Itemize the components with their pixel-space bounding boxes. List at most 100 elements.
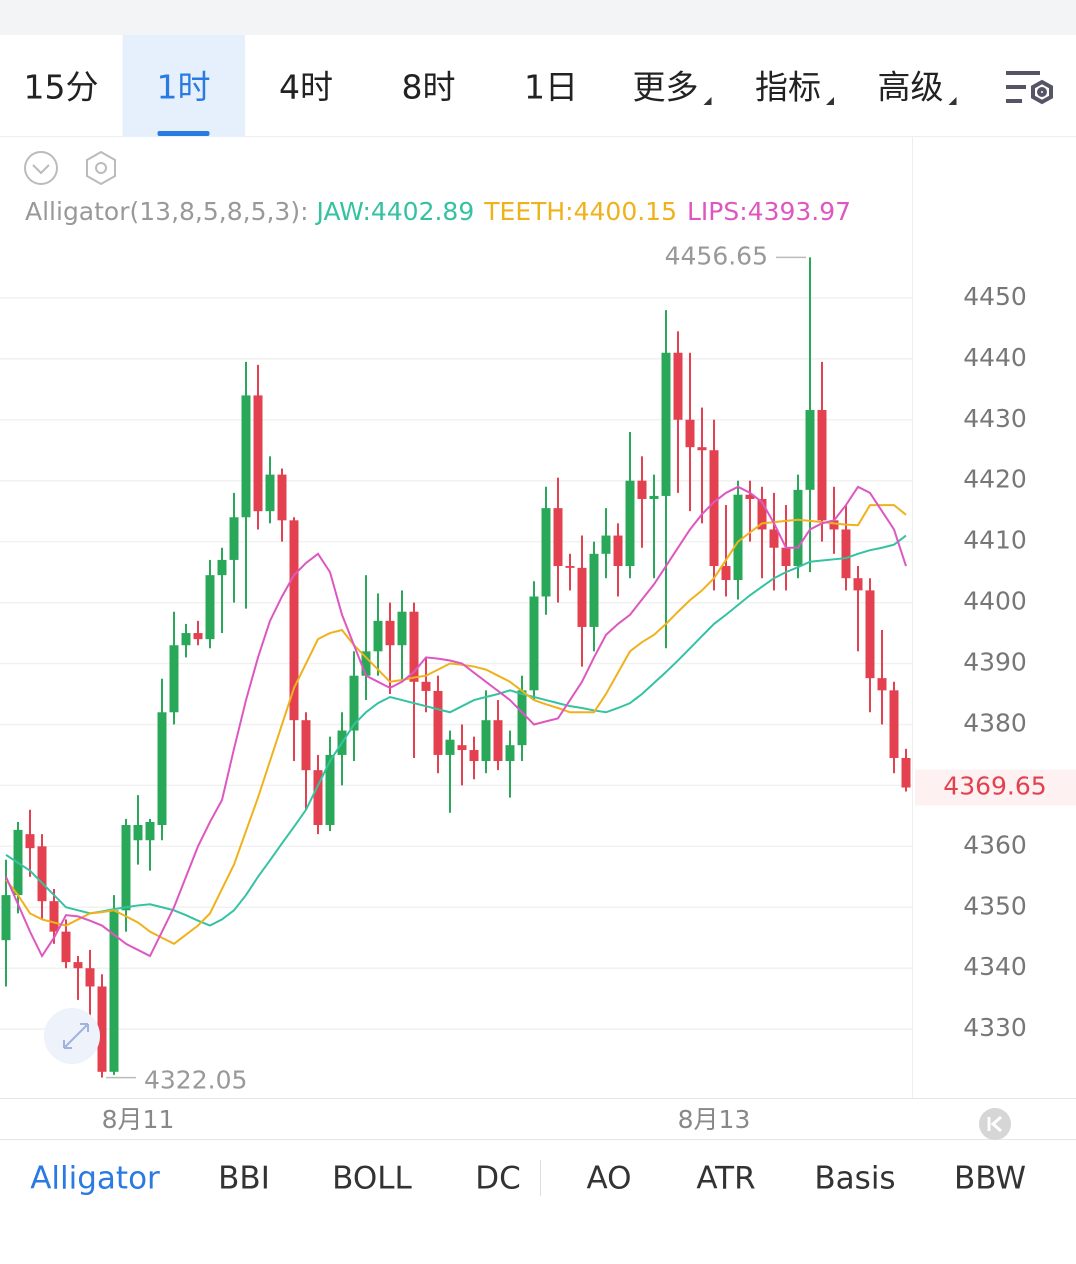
candle-body (793, 489, 803, 567)
candle-body (229, 517, 239, 560)
indicator-tab[interactable]: Basis (814, 1161, 895, 1197)
icon-stroke (1031, 79, 1053, 105)
candle-body (805, 410, 815, 490)
timeframe-tab[interactable]: 更多 (633, 68, 699, 107)
candle-body (469, 750, 479, 762)
candle-body (517, 690, 527, 746)
min-label: 4322.05 (144, 1066, 247, 1095)
candle-body (901, 757, 911, 788)
timeframe-tab[interactable]: 高级 (878, 68, 944, 107)
candle-body (769, 529, 779, 548)
bottom-divider (0, 1139, 1076, 1140)
legend-entry: JAW:4402.89 (315, 197, 475, 226)
y-tick-label: 4340 (963, 952, 1027, 981)
candle-body (61, 931, 71, 963)
indicator-tab[interactable]: BOLL (332, 1161, 412, 1197)
candle-body (133, 825, 143, 841)
candle-body (409, 611, 419, 682)
candle-body (121, 825, 131, 911)
candle-body (541, 508, 551, 597)
y-tick-label: 4440 (963, 343, 1027, 372)
candle-body (505, 745, 515, 762)
indicator-tab[interactable]: Alligator (30, 1161, 160, 1197)
icon-stroke (1037, 87, 1047, 97)
collapse-icon[interactable] (24, 151, 58, 185)
tab-separator (540, 1160, 541, 1196)
indicator-line (5, 504, 907, 946)
last-price-label: 4369.65 (943, 772, 1046, 801)
max-label: 4456.65 (665, 241, 768, 270)
active-tab-underline (157, 131, 210, 136)
timeframe-tab[interactable]: 4时 (279, 68, 333, 107)
candle-body (313, 770, 323, 825)
legend-entry: TEETH:4400.15 (483, 197, 677, 226)
candle-body (169, 645, 179, 713)
y-tick-label: 4350 (963, 891, 1027, 920)
timeframe-tab[interactable]: 1时 (157, 68, 211, 107)
indicator-tab[interactable]: BBW (954, 1161, 1026, 1197)
candle-body (145, 821, 155, 841)
plot: 4330434043504360437043804390440044104420… (0, 241, 1076, 1134)
candle-body (85, 968, 95, 987)
dropdown-caret (703, 97, 712, 105)
active-tab-bg (122, 35, 245, 137)
axis-border (912, 137, 913, 1099)
zoom-button[interactable] (44, 1008, 100, 1064)
y-tick-label: 4400 (963, 587, 1027, 616)
candle-body (349, 675, 359, 731)
y-tick-label: 4360 (963, 830, 1027, 859)
settings-icon[interactable] (1006, 71, 1053, 105)
timeframe-tab[interactable]: 指标 (755, 68, 821, 107)
candle-body (661, 352, 671, 496)
timeframe-tab[interactable]: 15分 (24, 68, 99, 107)
candle-body (589, 553, 599, 627)
candle-body (421, 681, 431, 691)
candle-body (733, 494, 743, 581)
candle-body (481, 720, 491, 762)
candle-body (277, 474, 287, 521)
candle-body (841, 529, 851, 579)
tab-divider (0, 136, 1076, 137)
candle-body (397, 611, 407, 646)
dropdown-caret (948, 97, 957, 105)
indicator-title: Alligator(13,8,5,8,5,3): (25, 197, 309, 226)
y-tick-label: 4380 (963, 708, 1027, 737)
indicator-tab[interactable]: DC (475, 1161, 521, 1197)
candle-body (493, 720, 503, 762)
candle-body (625, 480, 635, 567)
candle-body (73, 962, 83, 969)
indicator-tab[interactable]: AO (586, 1161, 631, 1197)
x-tick-label: 8月11 (102, 1105, 175, 1134)
x-tick-label: 8月13 (678, 1105, 751, 1134)
candle-body (697, 447, 707, 451)
candle-body (853, 578, 863, 591)
y-tick-label: 4450 (963, 282, 1027, 311)
candle-body (673, 352, 683, 420)
indicator-line (5, 485, 907, 959)
candle-body (445, 739, 455, 755)
settings-hex-dot (95, 162, 107, 174)
candle-body (685, 419, 695, 448)
candle-body (217, 559, 227, 576)
candle-body (709, 450, 719, 567)
last-price-bg (915, 769, 1076, 806)
indicator-tab[interactable]: ATR (696, 1161, 755, 1197)
candle-body (301, 720, 311, 771)
candle-body (649, 495, 659, 499)
candle-body (1, 895, 11, 941)
candle-body (565, 566, 575, 568)
candle-body (97, 986, 107, 1072)
candle-body (829, 520, 839, 530)
candle-body (433, 690, 443, 755)
timeframe-tab[interactable]: 1日 (524, 68, 578, 107)
settings-hex[interactable] (86, 150, 116, 186)
scroll-latest-icon (987, 1115, 1002, 1133)
indicator-legend: Alligator(13,8,5,8,5,3): JAW:4402.89 TEETH… (25, 197, 851, 226)
dropdown-caret (826, 97, 834, 105)
timeframe-tab[interactable]: 8时 (402, 68, 456, 107)
indicator-tab[interactable]: BBI (218, 1161, 270, 1197)
y-tick-label: 4330 (963, 1013, 1027, 1042)
chevron (32, 164, 50, 175)
candle-body (385, 620, 395, 646)
